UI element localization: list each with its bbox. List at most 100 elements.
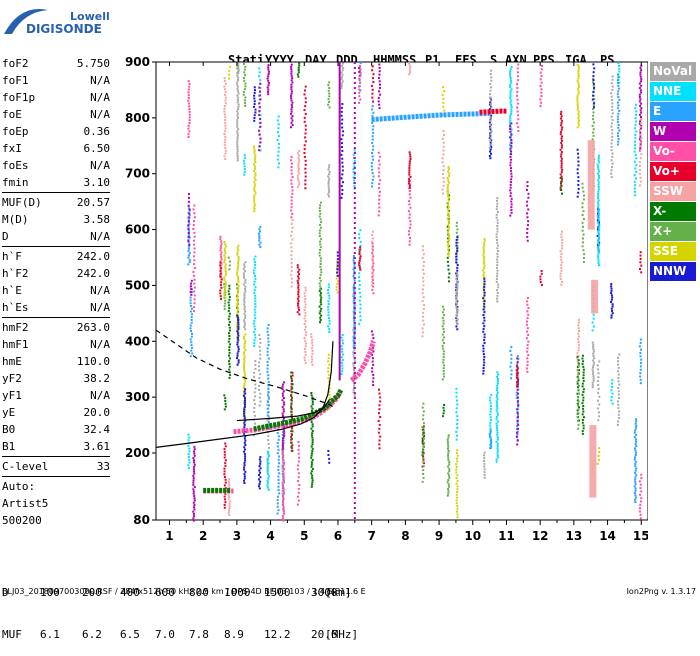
noise-echo bbox=[447, 210, 450, 213]
noise-echo bbox=[540, 269, 543, 272]
noise-echo bbox=[379, 86, 382, 89]
param-label: h`F2 bbox=[2, 267, 29, 280]
noise-echo bbox=[371, 367, 374, 370]
noise-echo bbox=[489, 157, 492, 160]
noise-echo bbox=[509, 195, 512, 198]
noise-echo bbox=[259, 400, 262, 403]
noise-echo bbox=[358, 261, 361, 264]
noise-echo bbox=[319, 310, 322, 313]
noise-echo bbox=[311, 358, 314, 361]
noise-echo bbox=[340, 110, 343, 113]
noise-echo bbox=[228, 264, 231, 267]
noise-echo bbox=[192, 517, 195, 520]
noise-echo bbox=[455, 244, 458, 247]
noise-echo bbox=[224, 481, 227, 484]
noise-echo bbox=[259, 341, 262, 344]
noise-echo bbox=[576, 99, 579, 102]
noise-echo bbox=[310, 355, 313, 358]
noise-echo bbox=[223, 130, 226, 133]
noise-echo bbox=[448, 250, 451, 253]
noise-echo bbox=[617, 366, 620, 369]
noise-echo bbox=[318, 223, 321, 226]
noise-echo bbox=[193, 302, 196, 305]
noise-echo bbox=[190, 307, 193, 310]
x-tick-label: 14 bbox=[599, 529, 616, 543]
noise-echo bbox=[358, 248, 361, 251]
noise-echo bbox=[236, 137, 239, 140]
noise-echo bbox=[242, 159, 245, 162]
ssw-echo-block bbox=[589, 425, 597, 498]
noise-echo bbox=[237, 258, 240, 261]
noise-echo bbox=[244, 333, 247, 336]
noise-echo bbox=[187, 99, 190, 102]
param-row: foE N/A bbox=[2, 106, 110, 123]
noise-echo bbox=[352, 362, 355, 365]
noise-echo bbox=[617, 393, 620, 396]
noise-echo bbox=[639, 136, 642, 139]
param-row: h`F 242.0 bbox=[2, 248, 110, 265]
noise-echo bbox=[228, 295, 231, 298]
noise-echo bbox=[266, 327, 269, 330]
noise-echo bbox=[509, 137, 512, 140]
noise-echo bbox=[340, 345, 343, 348]
noise-echo bbox=[446, 225, 449, 228]
noise-echo bbox=[296, 279, 299, 282]
trace-oblique bbox=[371, 110, 490, 123]
noise-echo bbox=[371, 277, 374, 280]
noise-echo bbox=[610, 82, 613, 85]
noise-echo bbox=[489, 119, 492, 122]
noise-echo bbox=[359, 315, 362, 318]
noise-echo bbox=[371, 275, 374, 278]
noise-echo bbox=[448, 235, 451, 238]
noise-echo bbox=[639, 168, 642, 171]
noise-echo bbox=[510, 108, 513, 111]
noise-echo bbox=[510, 133, 513, 136]
noise-echo bbox=[228, 287, 231, 290]
noise-echo bbox=[311, 338, 314, 341]
noise-echo bbox=[228, 507, 231, 510]
noise-echo bbox=[483, 311, 486, 314]
noise-echo bbox=[639, 513, 642, 516]
noise-echo bbox=[236, 309, 239, 312]
noise-echo bbox=[408, 162, 411, 165]
noise-echo bbox=[577, 180, 580, 183]
noise-echo bbox=[278, 492, 281, 495]
noise-echo bbox=[228, 376, 231, 379]
noise-echo bbox=[242, 283, 245, 286]
noise-echo bbox=[421, 438, 424, 441]
noise-echo bbox=[267, 73, 270, 76]
noise-echo bbox=[353, 279, 356, 282]
noise-echo bbox=[278, 472, 281, 475]
noise-echo bbox=[371, 155, 374, 158]
noise-echo bbox=[581, 432, 584, 435]
noise-echo bbox=[219, 267, 222, 270]
noise-echo bbox=[618, 129, 621, 132]
noise-echo bbox=[510, 103, 513, 106]
noise-echo bbox=[188, 82, 191, 85]
noise-echo bbox=[495, 389, 498, 392]
noise-echo bbox=[243, 468, 246, 471]
noise-echo bbox=[352, 254, 355, 257]
noise-echo bbox=[277, 465, 280, 468]
noise-echo bbox=[188, 261, 191, 264]
noise-echo bbox=[496, 197, 499, 200]
noise-echo bbox=[495, 460, 498, 463]
noise-echo bbox=[634, 143, 637, 146]
noise-echo bbox=[634, 483, 637, 486]
noise-echo bbox=[441, 113, 444, 116]
noise-echo bbox=[509, 164, 512, 167]
noise-echo bbox=[442, 372, 445, 375]
noise-echo bbox=[371, 252, 374, 255]
noise-echo bbox=[510, 65, 513, 68]
noise-echo bbox=[359, 240, 362, 243]
noise-echo bbox=[352, 154, 355, 157]
noise-echo bbox=[237, 321, 240, 324]
noise-echo bbox=[510, 153, 513, 156]
noise-echo bbox=[358, 91, 361, 94]
noise-echo bbox=[358, 95, 361, 98]
ionogram-chart: 1 2 3 4 5 6 7 8 9 10 11 12 13 14 158020030040050060070… bbox=[125, 55, 648, 543]
noise-echo bbox=[237, 103, 240, 106]
noise-echo bbox=[237, 260, 240, 263]
noise-echo bbox=[616, 82, 619, 85]
noise-echo bbox=[527, 196, 530, 199]
